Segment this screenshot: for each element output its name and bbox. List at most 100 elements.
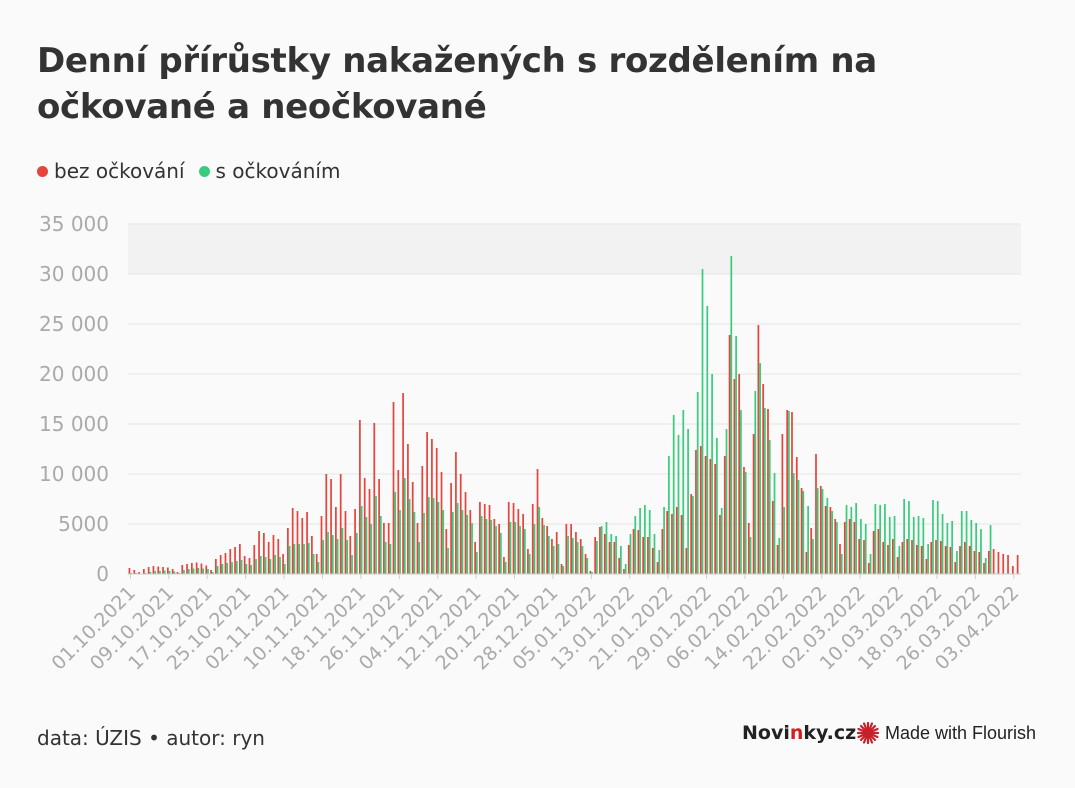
bar-vaccinated [965,511,968,574]
bar-vaccinated [221,564,224,574]
bar-unvaccinated [983,563,985,574]
bar-vaccinated [211,572,214,574]
bar-vaccinated [716,438,718,574]
bar-unvaccinated [570,524,573,574]
bar-unvaccinated [915,545,918,574]
bar-unvaccinated [887,545,889,574]
bar-vaccinated [610,534,613,574]
bar-vaccinated [226,563,229,574]
bar-vaccinated [960,511,963,574]
bar-vaccinated [668,456,670,574]
bar-unvaccinated [325,474,328,574]
bar-vaccinated [408,499,411,574]
bar-unvaccinated [555,532,558,574]
novinky-logo[interactable]: Novinky.cz [742,722,856,744]
bar-unvaccinated [224,553,227,574]
bar-unvaccinated [219,555,222,574]
bar-vaccinated [471,523,473,574]
bar-unvaccinated [834,519,837,574]
bar-unvaccinated [450,483,452,574]
bar-unvaccinated [901,542,904,574]
bar-vaccinated [490,520,493,574]
bar-unvaccinated [214,559,217,574]
bar-vaccinated [572,538,574,574]
flourish-credit[interactable]: Made with Flourish [857,722,1036,744]
bar-unvaccinated [536,469,539,574]
bar-unvaccinated [551,539,553,574]
bar-vaccinated [312,554,315,574]
legend-item-vaccinated[interactable]: s očkováním [198,159,340,183]
bar-unvaccinated [858,539,861,574]
bar-unvaccinated [277,539,280,574]
bar-vaccinated [812,539,814,574]
bar-vaccinated [888,517,891,574]
bar-unvaccinated [776,545,779,574]
bar-vaccinated [749,537,752,574]
bar-vaccinated [831,511,833,574]
bar-vaccinated [980,529,982,574]
bar-unvaccinated [138,572,140,574]
bar-vaccinated [869,554,872,574]
bar-vaccinated [514,522,517,574]
bar-unvaccinated [671,514,673,574]
bar-vaccinated [149,572,152,574]
bar-vaccinated [475,552,478,574]
bar-unvaccinated [455,452,457,574]
bar-unvaccinated [426,432,428,574]
bar-unvaccinated [349,536,352,574]
bar-unvaccinated [637,530,640,574]
bar-vaccinated [168,571,171,574]
bar-vaccinated [187,569,190,574]
bar-vaccinated [677,435,680,574]
bar-unvaccinated [848,519,851,574]
bar-vaccinated [615,536,617,574]
bar-vaccinated [447,548,449,574]
bar-unvaccinated [651,548,654,574]
bar-unvaccinated [709,459,712,574]
bar-vaccinated [437,502,440,574]
bar-unvaccinated [152,566,155,574]
bar-unvaccinated [589,571,592,574]
bar-unvaccinated [959,546,961,574]
bar-vaccinated [533,524,536,574]
bar-unvaccinated [906,539,909,574]
bar-vaccinated [792,473,795,574]
bar-vaccinated [317,562,320,574]
bar-unvaccinated [469,510,472,574]
bar-vaccinated [682,410,685,574]
bar-unvaccinated [997,552,1000,574]
bar-unvaccinated [939,541,942,574]
bar-unvaccinated [685,548,688,574]
bar-vaccinated [163,570,166,574]
bar-unvaccinated [560,564,563,574]
bar-unvaccinated [1002,554,1005,574]
bar-vaccinated [653,534,656,574]
bar-unvaccinated [613,542,616,574]
bar-unvaccinated [416,523,419,574]
bar-unvaccinated [839,544,841,574]
bar-unvaccinated [440,472,443,574]
bar-vaccinated [442,510,445,574]
bar-unvaccinated [978,552,981,574]
bar-vaccinated [432,498,435,574]
bar-unvaccinated [344,511,347,574]
bar-unvaccinated [459,474,462,574]
bar-vaccinated [336,539,339,574]
bar-vaccinated [941,514,944,574]
bar-unvaccinated [930,542,933,574]
bar-vaccinated [499,533,502,574]
bar-vaccinated [701,269,704,574]
bar-vaccinated [855,503,857,574]
bar-vaccinated [394,492,397,574]
bar-unvaccinated [992,549,995,574]
bar-vaccinated [480,516,483,574]
bar-vaccinated [754,391,757,574]
bar-unvaccinated [291,508,294,574]
bar-unvaccinated [762,384,765,574]
bar-vaccinated [298,544,301,574]
legend: bez očkování s očkováním [37,159,340,183]
bar-unvaccinated [315,554,318,574]
bar-vaccinated [696,392,699,574]
legend-item-unvaccinated[interactable]: bez očkování [37,159,185,183]
bar-unvaccinated [752,434,755,574]
